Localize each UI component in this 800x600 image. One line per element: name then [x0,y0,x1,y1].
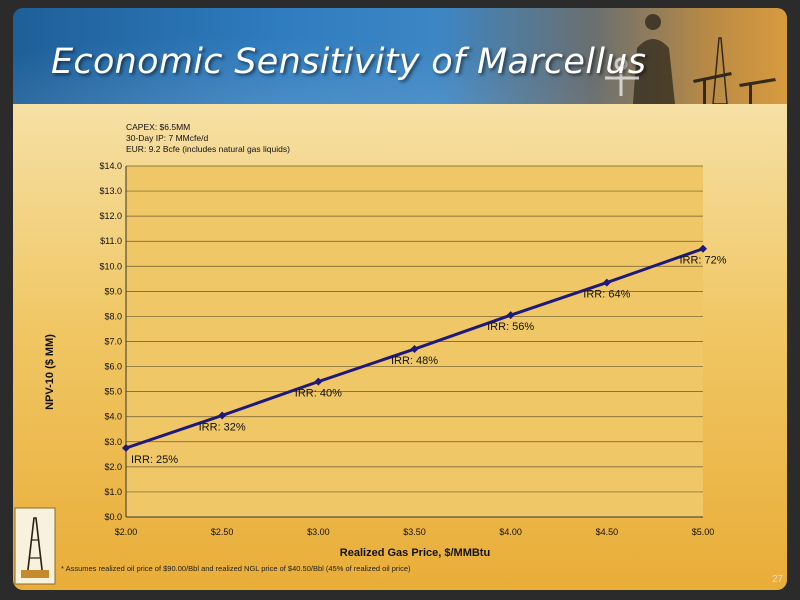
x-axis-title: Realized Gas Price, $/MMBtu [340,547,490,559]
irr-data-label: IRR: 64% [583,289,630,301]
data-point [410,345,419,354]
y-axis-title: NPV-10 ($ MM) [44,334,56,410]
y-tick-label: $10.0 [99,261,122,271]
y-tick-label: $1.0 [104,487,122,497]
chart-notes: CAPEX: $6.5MM 30-Day IP: 7 MMcfe/d EUR: … [126,122,290,154]
irr-data-label: IRR: 72% [679,255,726,267]
y-tick-label: $0.0 [104,512,122,522]
y-tick-label: $3.0 [104,437,122,447]
y-tick-label: $8.0 [104,311,122,321]
irr-data-label: IRR: 48% [391,355,438,367]
x-tick-label: $5.00 [692,527,715,537]
page-number: 27 [772,574,784,585]
y-tick-label: $7.0 [104,337,122,347]
irr-data-label: IRR: 25% [131,454,178,466]
x-tick-label: $2.50 [211,527,234,537]
y-tick-label: $13.0 [99,186,122,196]
x-tick-label: $3.00 [307,527,330,537]
x-tick-label: $3.50 [403,527,426,537]
page-title: Economic Sensitivity of Marcellus [51,42,647,82]
x-tick-label: $4.50 [596,527,619,537]
y-tick-label: $6.0 [104,362,122,372]
data-point [122,444,130,453]
data-point [314,377,323,386]
y-tick-label: $9.0 [104,286,122,296]
note-initial-production: 30-Day IP: 7 MMcfe/d [126,133,208,143]
note-eur: EUR: 9.2 Bcfe (includes natural gas liqu… [126,144,290,154]
data-point [602,278,611,287]
y-tick-label: $2.0 [104,462,122,472]
y-tick-label: $14.0 [99,161,122,171]
oil-field-silhouette-icon [605,14,776,104]
data-point [699,244,707,253]
title-banner: Economic Sensitivity of Marcellus [13,8,787,104]
irr-data-label: IRR: 40% [295,388,342,400]
y-tick-label: $11.0 [100,236,122,246]
footnote: * Assumes realized oil price of $90.00/B… [61,564,411,573]
oil-derrick-logo-icon [14,507,56,585]
irr-data-label: IRR: 56% [487,321,534,333]
y-tick-label: $5.0 [104,387,122,397]
y-tick-label: $4.0 [104,412,122,422]
x-tick-label: $4.00 [499,527,522,537]
data-point [218,411,227,420]
y-tick-label: $12.0 [99,211,122,221]
npv-line-chart: CAPEX: $6.5MM 30-Day IP: 7 MMcfe/d EUR: … [14,122,727,585]
data-point [506,311,515,320]
slide-body: CAPEX: $6.5MM 30-Day IP: 7 MMcfe/d EUR: … [13,104,787,590]
irr-data-label: IRR: 32% [199,421,246,433]
note-capex: CAPEX: $6.5MM [126,122,190,132]
x-tick-label: $2.00 [115,527,138,537]
